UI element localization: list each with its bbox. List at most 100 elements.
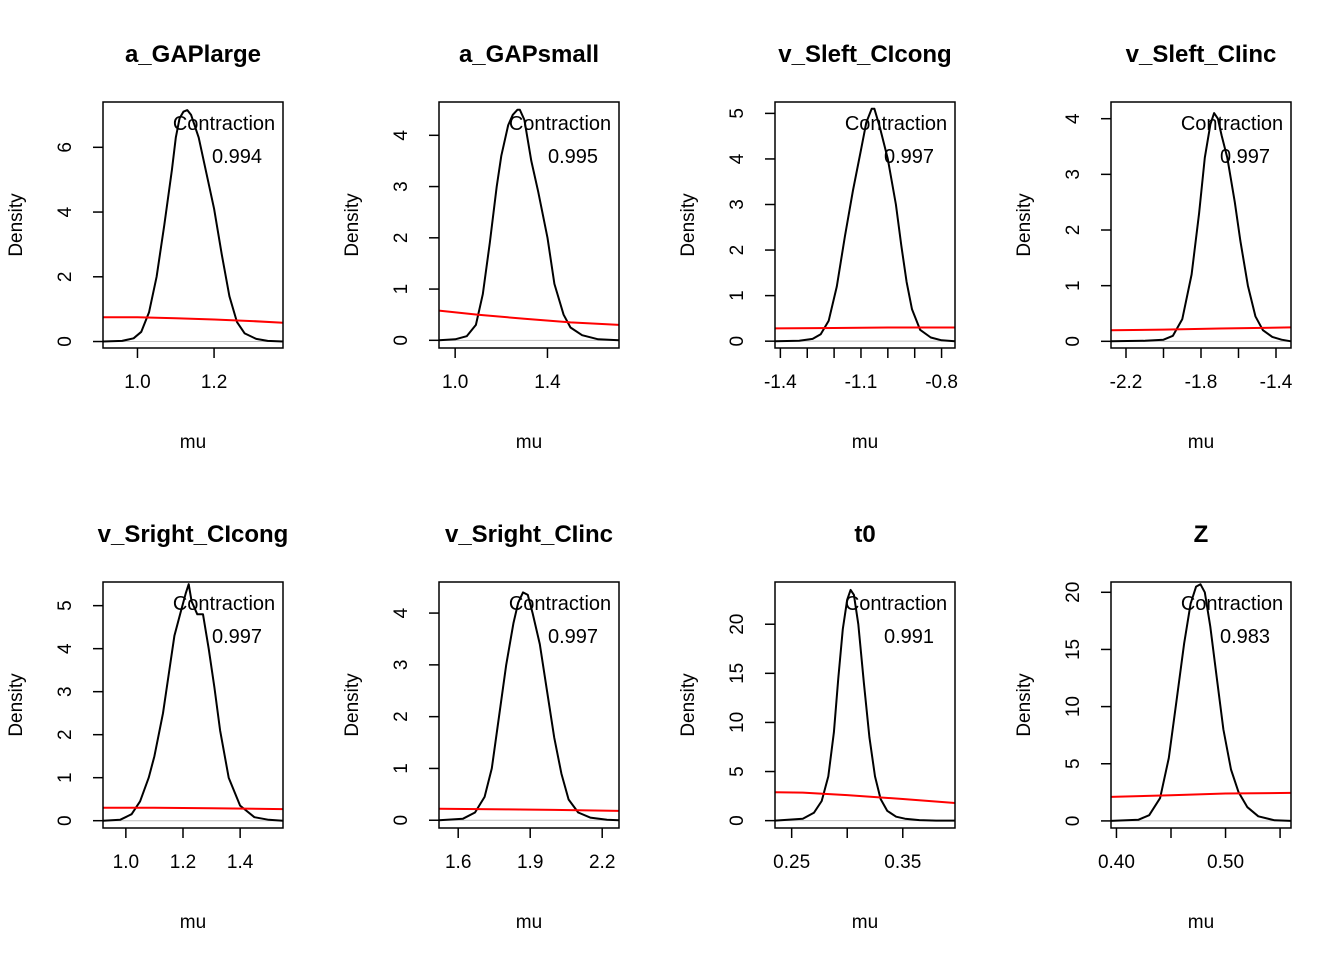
y-tick-label: 15 — [1063, 639, 1084, 660]
x-axis-label: mu — [180, 432, 206, 453]
panel-3: v_Sleft_CIinc -2.2 -1.8 -1.4 0 1 2 3 4 mu Density C… — [1014, 41, 1293, 453]
prior-density-line — [438, 309, 620, 326]
x-axis-label: mu — [516, 912, 542, 933]
y-tick-label: 5 — [727, 108, 748, 119]
x-tick-label: 1.4 — [227, 852, 254, 873]
plot-frame — [102, 101, 284, 349]
y-tick-label: 5 — [55, 600, 76, 611]
panel-title: v_Sright_CIinc — [445, 521, 613, 548]
y-axis-label: Density — [1014, 673, 1035, 737]
contraction-label: Contraction — [845, 113, 947, 135]
panel-title: Z — [1194, 521, 1209, 548]
x-tick-label: -2.2 — [1110, 372, 1143, 393]
y-axis-label: Density — [6, 193, 27, 257]
y-axis-label: Density — [6, 673, 27, 737]
y-tick-label: 2 — [727, 245, 748, 256]
posterior-density-line — [438, 591, 620, 822]
plot-frame — [1110, 581, 1292, 829]
y-tick-label: 4 — [1063, 113, 1084, 124]
contraction-value: 0.997 — [884, 146, 934, 168]
panel-title: a_GAPsmall — [459, 41, 599, 68]
y-tick-label: 2 — [391, 711, 412, 722]
x-tick-label: 0.40 — [1098, 852, 1135, 873]
contraction-value: 0.997 — [212, 626, 262, 648]
y-axis-label: Density — [678, 193, 699, 257]
x-tick-label: -1.8 — [1185, 372, 1218, 393]
contraction-value: 0.991 — [884, 626, 934, 648]
y-tick-label: 1 — [1063, 280, 1084, 291]
panel-2: v_Sleft_CIcong -1.4 -1.1 -0.8 0 1 2 3 4 5 mu Densit… — [678, 41, 958, 453]
y-axis-label: Density — [678, 673, 699, 737]
x-axis-label: mu — [516, 432, 542, 453]
panel-title: t0 — [854, 521, 875, 548]
contraction-label: Contraction — [173, 593, 275, 615]
prior-density-line — [103, 316, 284, 324]
panel-title: v_Sleft_CIinc — [1126, 41, 1277, 68]
x-axis-label: mu — [852, 912, 878, 933]
y-tick-label: 0 — [727, 815, 748, 826]
contraction-label: Contraction — [173, 113, 275, 135]
x-tick-label: -1.4 — [764, 372, 797, 393]
y-axis-label: Density — [342, 673, 363, 737]
contraction-label: Contraction — [845, 593, 947, 615]
x-tick-label: 1.2 — [170, 852, 196, 873]
y-tick-label: 2 — [55, 729, 76, 740]
y-tick-label: 2 — [391, 233, 412, 244]
posterior-density-line — [774, 588, 955, 822]
plot-frame — [438, 581, 620, 829]
x-tick-label: 1.4 — [534, 372, 561, 393]
contraction-value: 0.997 — [548, 626, 598, 648]
plot-frame — [1110, 101, 1292, 349]
y-tick-label: 20 — [727, 614, 748, 635]
y-tick-label: 4 — [391, 130, 412, 141]
posterior-density-line — [102, 109, 284, 343]
y-tick-label: 4 — [391, 607, 412, 618]
y-tick-label: 3 — [391, 660, 412, 671]
x-tick-label: 0.25 — [773, 852, 810, 873]
panel-4: v_Sright_CIcong 1.0 1.2 1.4 0 1 2 3 4 5 mu Density C… — [6, 521, 288, 933]
y-tick-label: 4 — [55, 643, 76, 654]
y-tick-label: 3 — [1063, 169, 1084, 180]
y-tick-label: 5 — [1063, 758, 1084, 769]
prior-density-line — [774, 326, 955, 330]
x-axis-label: mu — [1188, 912, 1214, 933]
panel-title: a_GAPlarge — [125, 41, 261, 68]
y-tick-label: 0 — [55, 336, 76, 347]
y-tick-label: 0 — [727, 336, 748, 347]
x-tick-label: 2.2 — [589, 852, 615, 873]
x-tick-label: 1.2 — [201, 372, 227, 393]
prior-density-line — [1110, 791, 1292, 798]
y-tick-label: 3 — [55, 686, 76, 697]
y-tick-label: 4 — [727, 153, 748, 164]
y-tick-label: 1 — [55, 772, 76, 783]
posterior-density-line — [438, 108, 620, 342]
panel-7: Z 0.40 0.50 0 5 10 15 20 mu Density Contraction 0.9… — [1014, 521, 1292, 933]
panel-6: t0 0.25 0.35 0 5 10 15 20 mu Density Contraction 0.… — [678, 521, 956, 933]
y-tick-label: 20 — [1063, 582, 1084, 603]
contraction-label: Contraction — [509, 593, 611, 615]
y-tick-label: 3 — [727, 199, 748, 210]
y-tick-label: 2 — [1063, 225, 1084, 236]
x-tick-label: 0.50 — [1207, 852, 1244, 873]
plot-frame — [774, 101, 956, 349]
y-axis-label: Density — [1014, 193, 1035, 257]
plot-frame — [438, 101, 620, 349]
posterior-density-line — [1110, 583, 1292, 822]
y-tick-label: 10 — [727, 712, 748, 733]
contraction-value: 0.997 — [1220, 146, 1270, 168]
y-tick-label: 5 — [727, 766, 748, 777]
y-tick-label: 1 — [391, 284, 412, 295]
y-tick-label: 3 — [391, 181, 412, 192]
contraction-value: 0.995 — [548, 146, 598, 168]
plot-frame — [774, 581, 956, 829]
contraction-label: Contraction — [1181, 113, 1283, 135]
x-tick-label: -1.4 — [1260, 372, 1293, 393]
contraction-label: Contraction — [509, 113, 611, 135]
y-tick-label: 10 — [1063, 696, 1084, 717]
y-tick-label: 15 — [727, 663, 748, 684]
x-tick-label: 1.9 — [517, 852, 543, 873]
x-tick-label: 0.35 — [884, 852, 921, 873]
y-tick-label: 1 — [391, 763, 412, 774]
